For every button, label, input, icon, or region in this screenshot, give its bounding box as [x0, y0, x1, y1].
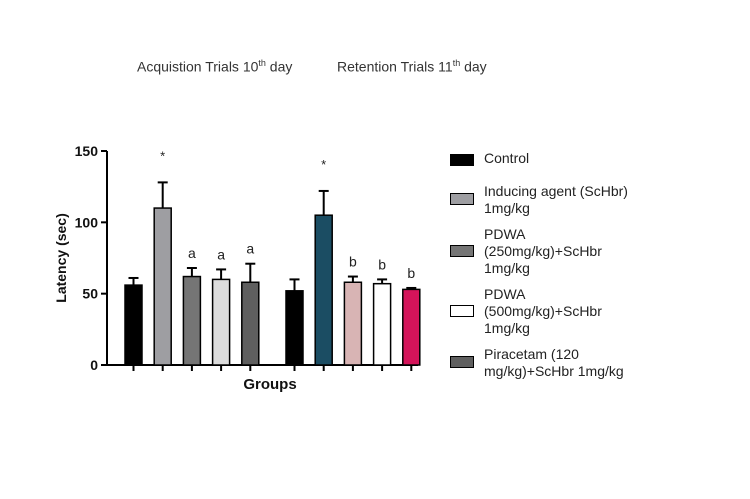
x-axis-label: Groups	[243, 376, 296, 393]
significance-label: b	[407, 265, 415, 281]
significance-label: b	[349, 254, 357, 270]
legend-item: Piracetam (120 mg/kg)+ScHbr 1mg/kg	[450, 346, 624, 380]
bar	[124, 284, 143, 366]
legend-label-line: Piracetam (120	[484, 346, 579, 362]
bar	[372, 282, 392, 366]
legend-label-line: PDWA	[484, 286, 526, 302]
significance-label: a	[246, 241, 254, 257]
bar	[211, 278, 231, 366]
bar	[153, 207, 172, 366]
legend-swatch	[450, 154, 474, 166]
y-tick-label: 50	[82, 286, 98, 302]
legend-label-line: mg/kg)+ScHbr 1mg/kg	[484, 363, 624, 379]
legend-label-line: 1mg/kg	[484, 320, 530, 336]
significance-label: a	[188, 245, 196, 261]
acquisition-title: Acquistion Trials 10th day	[137, 58, 293, 75]
legend-swatch	[450, 193, 474, 205]
y-axis-label: Latency (sec)	[53, 213, 69, 302]
bar	[314, 214, 333, 366]
bar	[241, 281, 260, 366]
legend-item: Control	[450, 150, 529, 167]
legend-item: PDWA (500mg/kg)+ScHbr 1mg/kg	[450, 286, 602, 337]
legend-swatch	[450, 245, 474, 257]
bar	[285, 290, 304, 366]
legend-label-line: (250mg/kg)+ScHbr	[484, 243, 602, 259]
legend-label-line: Control	[484, 150, 530, 166]
bar	[343, 281, 363, 366]
legend-item: Inducing agent (ScHbr) 1mg/kg	[450, 183, 628, 217]
legend-label-line: 1mg/kg	[484, 200, 530, 216]
legend-swatch	[450, 305, 474, 317]
legend-label-line: (500mg/kg)+ScHbr	[484, 303, 602, 319]
y-tick-label: 150	[75, 143, 99, 159]
significance-label: *	[321, 157, 326, 172]
bar	[402, 288, 421, 366]
y-tick-label: 0	[90, 357, 98, 373]
bar	[182, 275, 202, 366]
significance-label: *	[160, 148, 165, 163]
legend-label-line: PDWA	[484, 226, 526, 242]
retention-title: Retention Trials 11th day	[337, 58, 487, 75]
legend-swatch	[450, 356, 474, 368]
significance-label: a	[217, 246, 225, 262]
y-tick-label: 100	[75, 214, 99, 230]
legend-label-line: Inducing agent (ScHbr)	[484, 183, 628, 199]
significance-label: b	[378, 256, 386, 272]
legend-item: PDWA (250mg/kg)+ScHbr 1mg/kg	[450, 226, 602, 277]
legend-label-line: 1mg/kg	[484, 260, 530, 276]
